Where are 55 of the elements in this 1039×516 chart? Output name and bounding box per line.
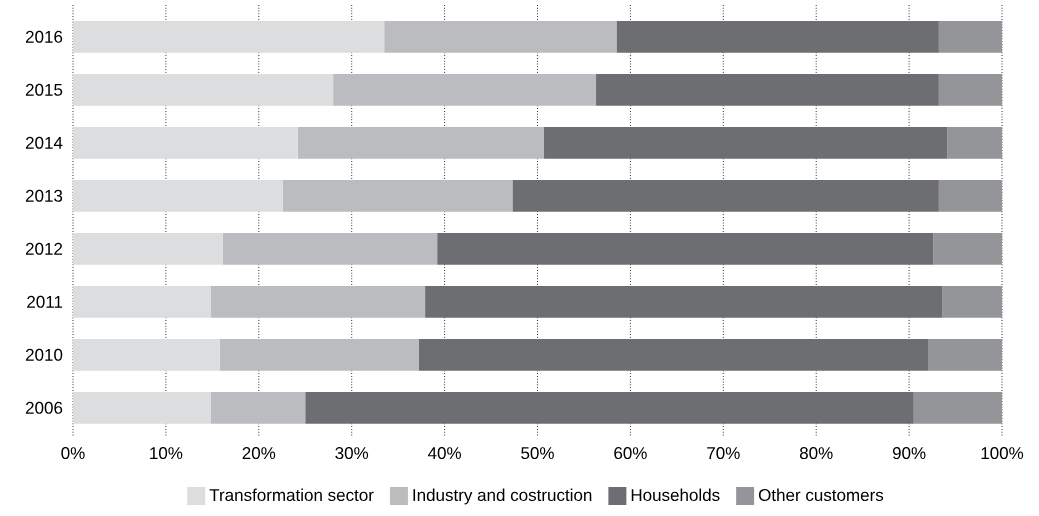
- y-tick-label: 2014: [25, 136, 63, 149]
- bar: [938, 179, 1003, 212]
- bar: [73, 20, 385, 53]
- bar: [305, 391, 914, 424]
- bar: [210, 391, 306, 424]
- x-tick-label: 100%: [981, 447, 1024, 460]
- x-tick-label: 10%: [150, 447, 183, 460]
- legend-label: Households: [631, 488, 720, 502]
- bar: [544, 126, 948, 159]
- bar: [222, 232, 438, 265]
- bar: [73, 232, 223, 265]
- bar: [418, 338, 929, 371]
- x-tick-label: 0%: [61, 447, 85, 460]
- x-tick-label: 90%: [892, 447, 926, 460]
- bar: [219, 338, 419, 371]
- bar: [913, 391, 1003, 424]
- x-tick-label: 20%: [242, 447, 276, 460]
- bar: [384, 20, 617, 53]
- bar: [73, 285, 211, 318]
- bar: [938, 73, 1003, 106]
- bar: [942, 285, 1003, 318]
- y-tick-label: 2012: [25, 242, 63, 255]
- bar: [73, 73, 334, 106]
- bar: [928, 338, 1003, 371]
- bar: [437, 232, 934, 265]
- x-tick-label: 80%: [799, 447, 833, 460]
- legend-label: Other customers: [758, 488, 884, 502]
- y-tick-label: 2015: [25, 83, 63, 96]
- bar: [616, 20, 939, 53]
- y-tick-label: 2011: [27, 295, 63, 308]
- bar: [210, 285, 426, 318]
- legend-label: Transformation sector: [209, 488, 374, 502]
- bar: [333, 73, 597, 106]
- x-tick-label: 30%: [335, 447, 369, 460]
- y-tick-label: 2006: [25, 401, 63, 414]
- legend-label: Industry and costruction: [413, 488, 592, 505]
- bar: [596, 73, 939, 106]
- bar: [73, 391, 211, 424]
- x-tick-label: 40%: [427, 447, 461, 460]
- bar: [73, 338, 220, 371]
- x-tick-label: 60%: [614, 447, 647, 460]
- x-tick-label: 70%: [707, 447, 740, 460]
- y-tick-label: 2016: [25, 30, 63, 43]
- y-tick-label: 2010: [25, 348, 63, 361]
- bar: [73, 179, 283, 212]
- bar: [297, 126, 545, 159]
- bar: [73, 126, 298, 159]
- bar: [947, 126, 1003, 159]
- bar: [938, 20, 1003, 53]
- x-tick-label: 50%: [521, 447, 554, 460]
- bar: [512, 179, 939, 212]
- y-tick-label: 2013: [25, 189, 63, 202]
- bar: [933, 232, 1003, 265]
- bar: [425, 285, 943, 318]
- bar: [282, 179, 513, 212]
